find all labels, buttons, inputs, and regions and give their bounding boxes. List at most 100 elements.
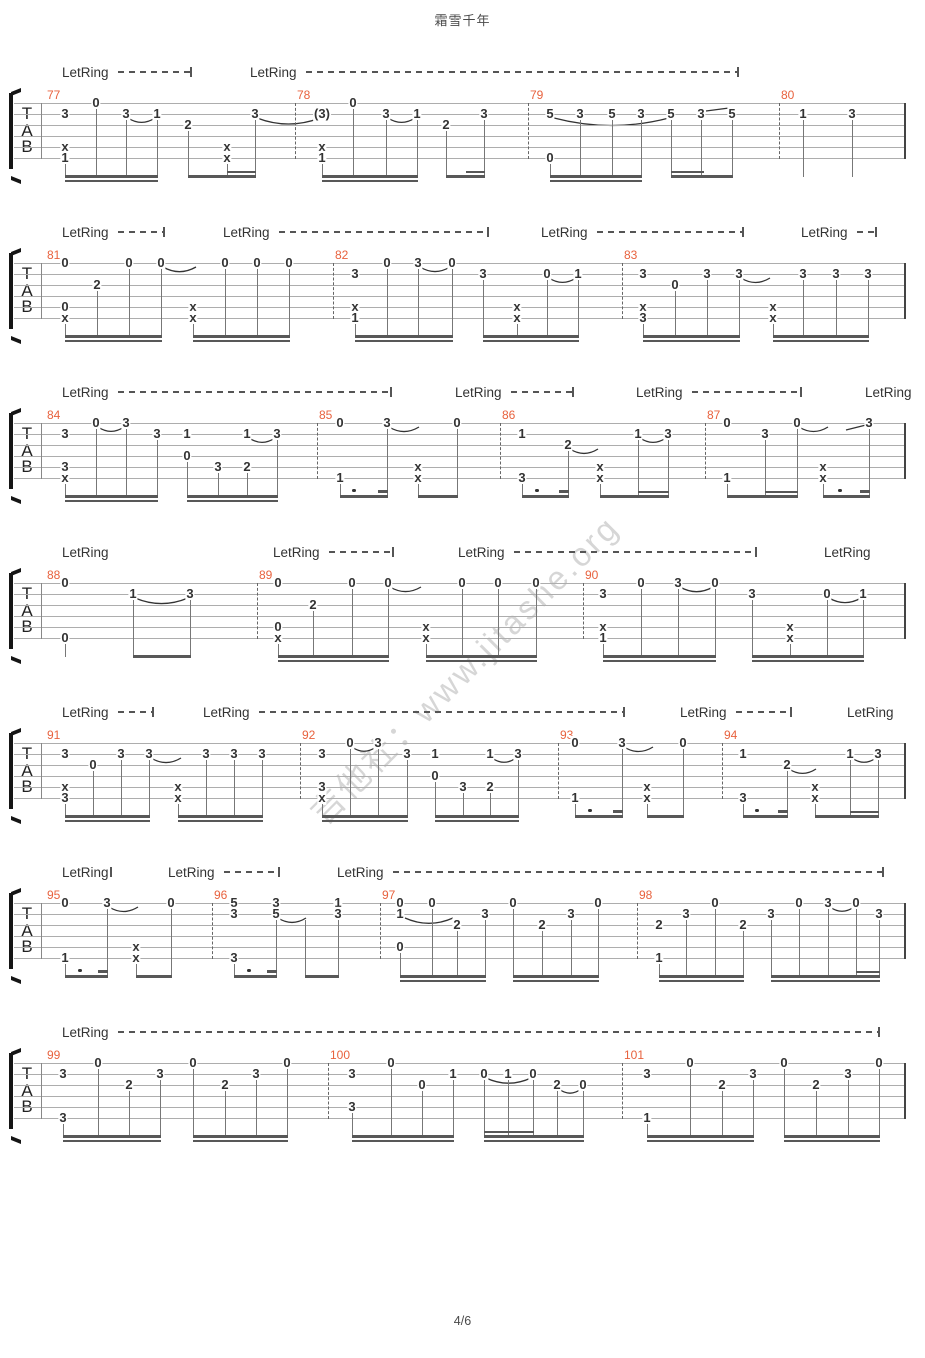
fret-number: 0 xyxy=(710,574,720,591)
note-stem xyxy=(64,804,66,817)
note-stem xyxy=(390,1069,392,1137)
staff-line xyxy=(14,1063,905,1064)
dead-note-x: x xyxy=(222,149,232,166)
note-stem xyxy=(224,1091,226,1137)
staff-line xyxy=(14,765,905,766)
fret-number: 0 xyxy=(188,1054,198,1071)
note-stem xyxy=(156,120,158,177)
note-stem xyxy=(700,120,702,177)
measure-number: 88 xyxy=(47,568,61,582)
fret-number: 0 xyxy=(570,734,580,751)
dead-note-x: x xyxy=(131,938,141,955)
beam xyxy=(62,1135,161,1138)
fret-number: 3 xyxy=(60,789,70,806)
staff-line xyxy=(14,478,905,479)
dead-note-x: x xyxy=(131,949,141,966)
fret-number: 0 xyxy=(124,254,134,271)
dead-note-x: x xyxy=(768,309,778,326)
fret-number: 1 xyxy=(395,905,405,922)
note-stem xyxy=(386,429,388,497)
fret-number: 2 xyxy=(124,1076,134,1093)
barline xyxy=(904,903,906,959)
fret-number: 0 xyxy=(447,254,457,271)
staff-line xyxy=(14,605,905,606)
fret-number: 3 xyxy=(673,574,683,591)
beam xyxy=(186,495,278,498)
barline xyxy=(257,583,258,639)
fret-number: 2 xyxy=(242,458,252,475)
tab-clef-letter: A xyxy=(21,1080,33,1100)
note-stem xyxy=(706,280,708,337)
dead-note-x: x xyxy=(642,789,652,806)
tab-clef-letter: T xyxy=(18,585,36,602)
tab-clef-letter: A xyxy=(21,600,33,620)
barline xyxy=(41,583,42,639)
note-stem xyxy=(602,644,604,657)
letring-label: LetRing xyxy=(337,865,384,880)
beam-stub xyxy=(613,810,623,813)
letring-dashes xyxy=(118,391,390,393)
fret-number: 1 xyxy=(798,105,808,122)
fret-number: 0 xyxy=(542,265,552,282)
measure-number: 91 xyxy=(47,728,61,742)
note-stem xyxy=(64,964,66,977)
note-stem xyxy=(452,1080,454,1137)
beam xyxy=(321,815,408,818)
note-stem xyxy=(255,1080,257,1137)
beam-stub xyxy=(778,810,788,813)
note-stem xyxy=(135,964,137,977)
note-stem xyxy=(751,600,753,657)
letring-dashes xyxy=(118,231,163,233)
slur-arc xyxy=(162,266,197,273)
letring-label: LetRing xyxy=(865,385,912,400)
fret-number: 0 xyxy=(430,767,440,784)
slur-arc xyxy=(389,586,422,593)
dead-note-x: x xyxy=(768,298,778,315)
beam xyxy=(670,175,733,178)
fret-number: 3 xyxy=(317,745,327,762)
note-stem xyxy=(862,600,864,657)
beam xyxy=(599,495,669,498)
note-stem xyxy=(95,429,97,497)
beam-stub xyxy=(559,490,569,493)
fret-number: 5 xyxy=(666,105,676,122)
tab-clef-letter: T xyxy=(18,1065,36,1082)
beam xyxy=(64,339,162,342)
note-stem xyxy=(658,964,660,977)
letring-dashes xyxy=(118,711,152,713)
staff-line xyxy=(14,936,905,937)
beam xyxy=(192,1135,288,1138)
note-stem xyxy=(851,120,853,177)
fret-number: 1 xyxy=(60,949,70,966)
staff-line xyxy=(14,263,905,264)
note-stem xyxy=(822,484,824,497)
note-stem xyxy=(574,804,576,817)
note-stem xyxy=(868,429,870,497)
letring-tick xyxy=(623,707,625,717)
staff-line xyxy=(14,445,905,446)
fret-number: 0 xyxy=(60,574,70,591)
note-stem xyxy=(731,120,733,177)
note-stem xyxy=(878,1069,880,1137)
letring-dashes xyxy=(259,711,623,713)
staff-line xyxy=(14,627,905,628)
fret-number: 3 xyxy=(638,309,648,326)
fret-number: 1 xyxy=(738,745,748,762)
note-stem xyxy=(159,1080,161,1137)
beam-partial xyxy=(670,170,704,173)
beam xyxy=(351,1139,454,1142)
note-stem xyxy=(721,1091,723,1137)
fret-number: 3 xyxy=(480,905,490,922)
note-stem xyxy=(187,131,189,177)
letring-tick xyxy=(755,547,757,557)
beam-partial xyxy=(849,810,879,813)
fret-number: 0 xyxy=(60,629,70,646)
beam xyxy=(177,815,263,818)
fret-number: 0 xyxy=(156,254,166,271)
fret-number: 3 xyxy=(250,105,260,122)
fret-number: 0 xyxy=(335,414,345,431)
dead-note-x: x xyxy=(785,629,795,646)
beam-partial xyxy=(855,970,880,973)
note-stem xyxy=(456,931,458,977)
